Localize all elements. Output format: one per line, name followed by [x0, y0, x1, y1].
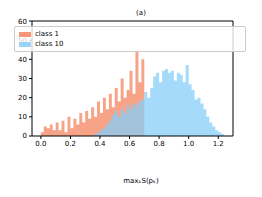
- svg-text:50: 50: [18, 37, 27, 45]
- html-text:class 1: class 1: [35, 30, 60, 38]
- svg-text:20: 20: [18, 94, 27, 102]
- svg-text:0: 0: [23, 132, 27, 140]
- svg-text:60: 60: [18, 18, 27, 25]
- svg-text:0.4: 0.4: [94, 140, 106, 148]
- html-text:class 10: class 10: [35, 40, 64, 48]
- svg-text:1.2: 1.2: [213, 140, 224, 148]
- svg-text:30: 30: [18, 75, 27, 83]
- svg-text:1.0: 1.0: [183, 140, 194, 148]
- svg-text:40: 40: [18, 56, 27, 64]
- svg-text:0.2: 0.2: [65, 140, 76, 148]
- svg-text:0.0: 0.0: [35, 140, 46, 148]
- svg-text:10: 10: [18, 113, 27, 121]
- html-text:maxₖS(pₖ): maxₖS(pₖ): [123, 177, 159, 185]
- svg-text:0.6: 0.6: [124, 140, 136, 148]
- html-text:(a): (a): [136, 9, 146, 17]
- svg-text:0.8: 0.8: [154, 140, 165, 148]
